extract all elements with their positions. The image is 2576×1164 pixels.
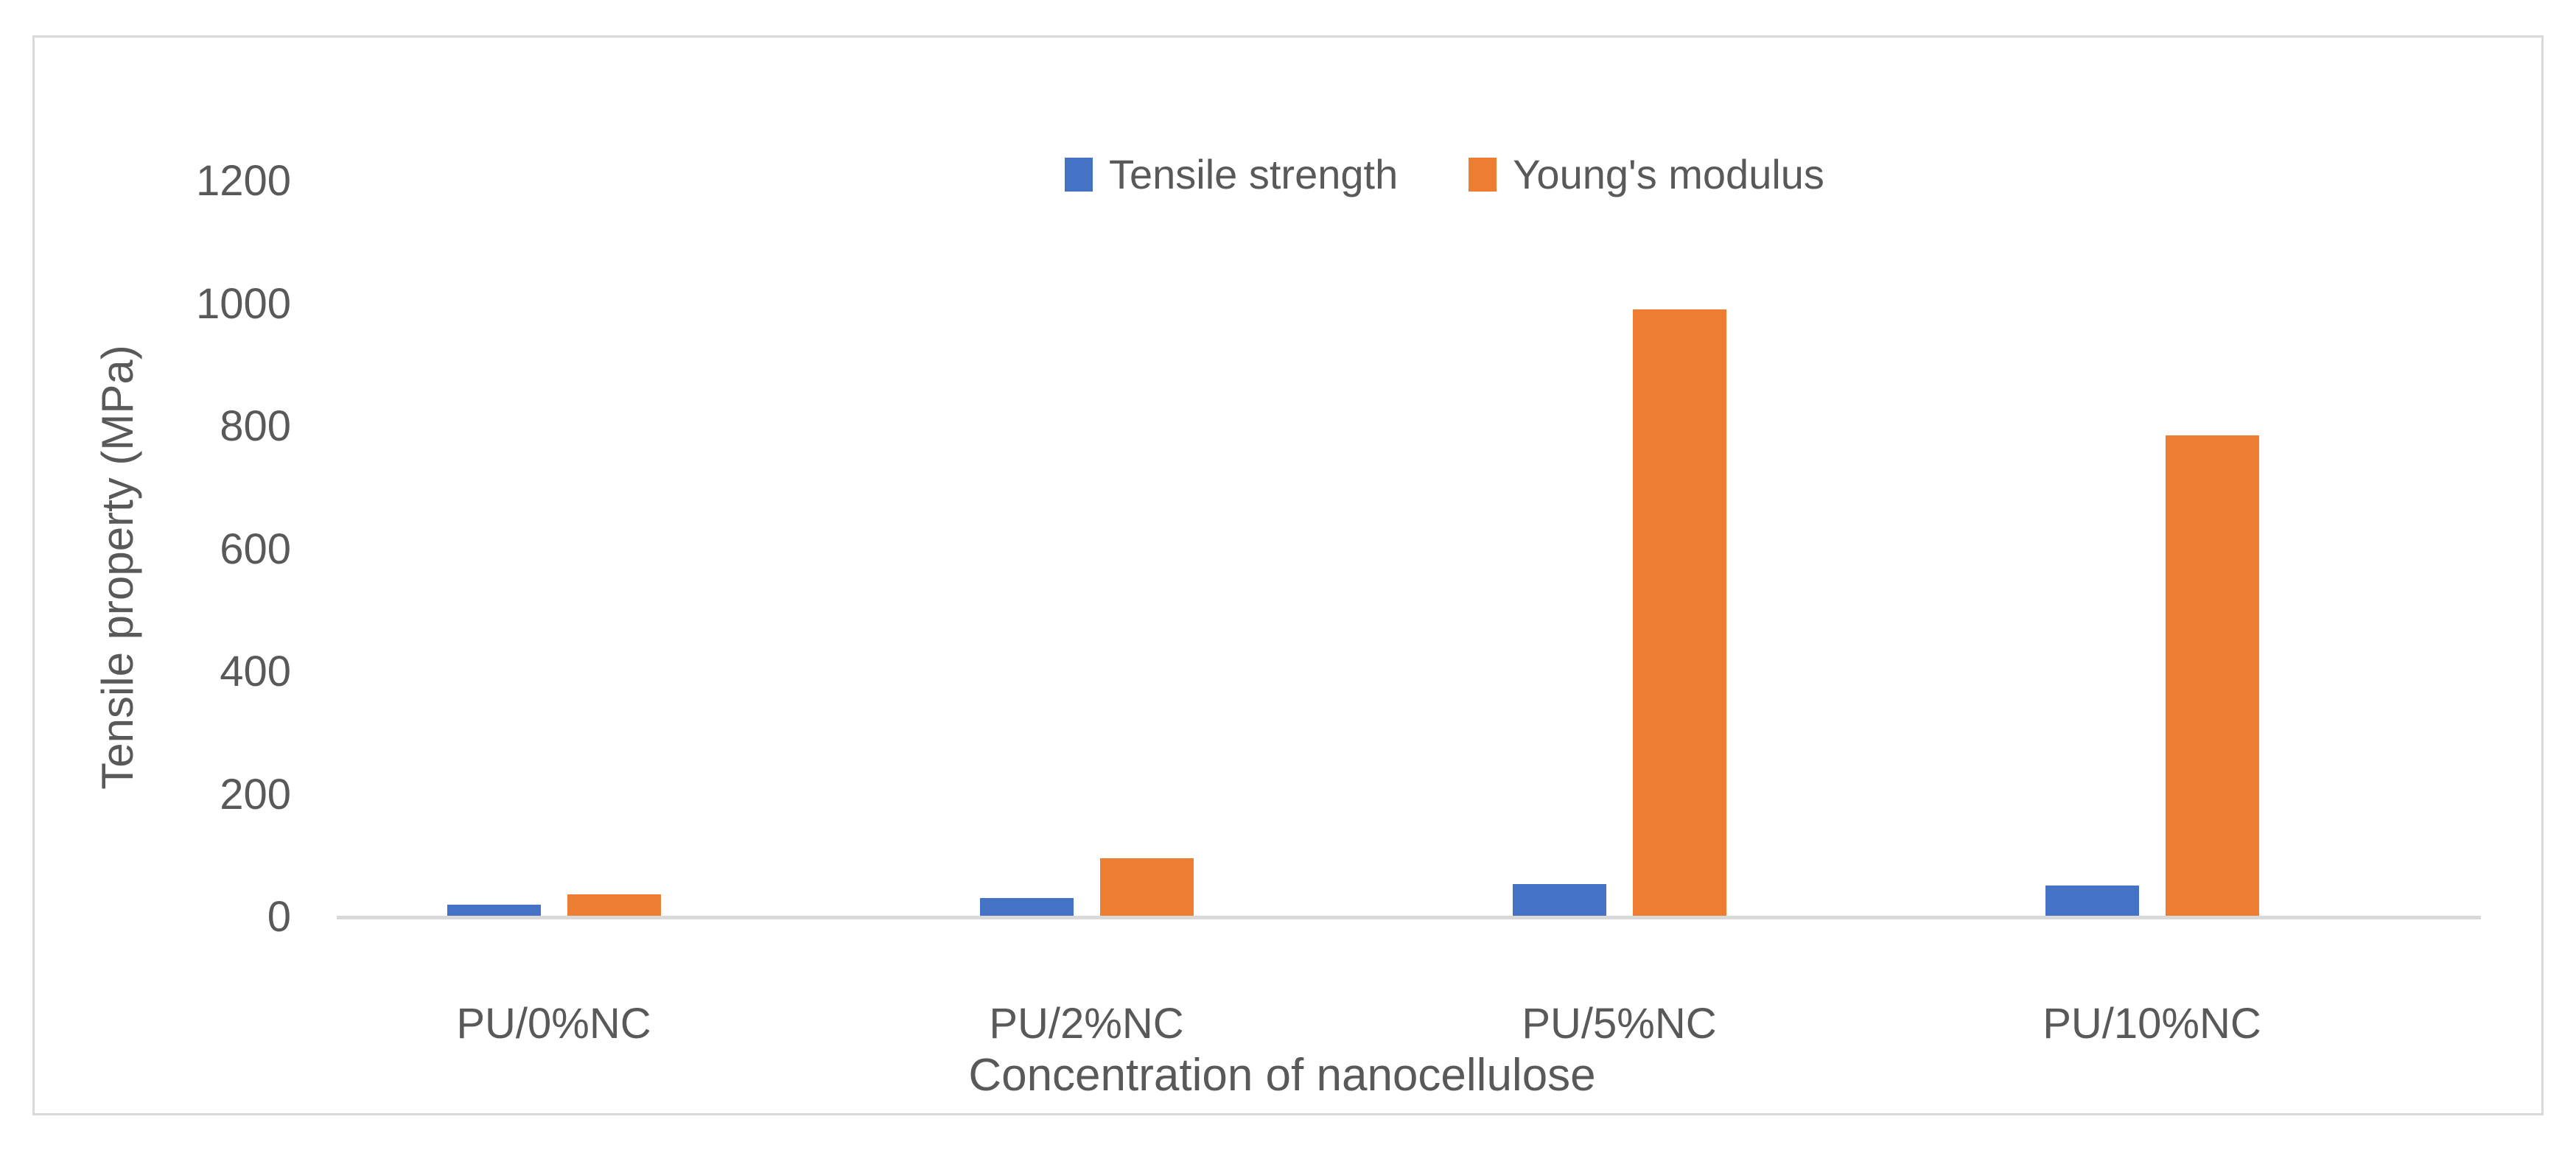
- x-category-label: PU/10%NC: [2043, 1000, 2261, 1048]
- bar-tensile-strength-pu-5-nc: [1513, 884, 1606, 916]
- bar-young-s-modulus-pu-10-nc: [2166, 435, 2259, 916]
- bar-tensile-strength-pu-0-nc: [447, 905, 541, 916]
- legend-item-youngs-modulus: Young's modulus: [1469, 153, 1824, 196]
- y-tick-label: 1000: [195, 279, 291, 328]
- bar-young-s-modulus-pu-5-nc: [1633, 309, 1726, 916]
- y-tick-label: 200: [220, 770, 291, 818]
- x-axis-title: Concentration of nanocellulose: [968, 1050, 1596, 1101]
- bar-young-s-modulus-pu-2-nc: [1100, 858, 1194, 916]
- y-tick-label: 600: [220, 525, 291, 573]
- legend: Tensile strength Young's modulus: [1065, 153, 1824, 196]
- legend-swatch-tensile-strength: [1065, 158, 1093, 192]
- bar-tensile-strength-pu-10-nc: [2045, 886, 2139, 916]
- y-tick-label: 400: [220, 648, 291, 695]
- legend-swatch-youngs-modulus: [1469, 158, 1497, 192]
- y-tick-label: 1200: [195, 157, 291, 205]
- x-category-label: PU/2%NC: [989, 1000, 1184, 1048]
- bar-young-s-modulus-pu-0-nc: [567, 894, 661, 916]
- y-tick-label: 0: [267, 893, 291, 941]
- legend-label: Young's modulus: [1513, 151, 1824, 197]
- legend-item-tensile-strength: Tensile strength: [1065, 153, 1398, 196]
- x-category-label: PU/5%NC: [1522, 1000, 1717, 1048]
- chart-border: [32, 35, 2544, 1115]
- y-tick-label: 800: [220, 402, 291, 450]
- x-category-label: PU/0%NC: [456, 1000, 651, 1048]
- bar-tensile-strength-pu-2-nc: [980, 898, 1074, 916]
- x-axis-line: [337, 916, 2481, 919]
- legend-label: Tensile strength: [1109, 151, 1399, 197]
